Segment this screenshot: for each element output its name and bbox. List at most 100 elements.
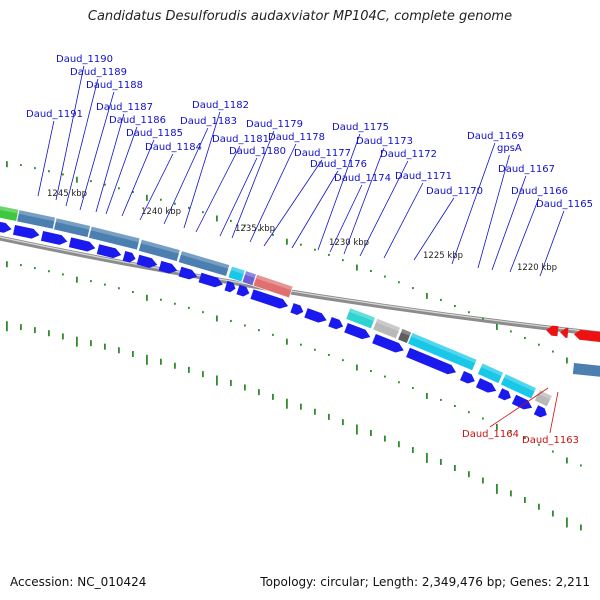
tick-mark bbox=[230, 219, 232, 222]
scale-label: 1235 kbp bbox=[235, 224, 275, 234]
gene-label[interactable]: Daud_1163 bbox=[522, 435, 579, 446]
tick-mark bbox=[580, 464, 582, 467]
tick-mark bbox=[132, 190, 134, 193]
gene-leader-line bbox=[329, 184, 363, 253]
gene-leader-line bbox=[317, 133, 361, 251]
tick-mark bbox=[146, 354, 148, 365]
gene-label[interactable]: Daud_1171 bbox=[395, 171, 452, 182]
tick-mark bbox=[20, 324, 22, 331]
gene-label[interactable]: Daud_1175 bbox=[332, 122, 389, 133]
tick-mark bbox=[258, 389, 260, 396]
genome-summary: Topology: circular; Length: 2,349,476 bp… bbox=[260, 575, 590, 589]
cds-block bbox=[16, 209, 56, 230]
gene-label[interactable]: Daud_1174 bbox=[334, 173, 391, 184]
scale-label-layer: 1245 kbp 1240 kbp 1235 kbp 1230 kbp 1225 kbp… bbox=[47, 189, 557, 273]
gene-leader-line bbox=[183, 111, 221, 229]
gene-arrow bbox=[372, 333, 404, 353]
tick-mark bbox=[6, 161, 8, 168]
tick-mark bbox=[272, 393, 274, 400]
tick-mark bbox=[356, 364, 358, 371]
tick-mark bbox=[202, 311, 204, 314]
gene-leader-line bbox=[343, 147, 385, 255]
reverse-gene-arrow bbox=[574, 329, 600, 343]
tick-mark bbox=[510, 330, 512, 333]
tick-mark bbox=[20, 164, 22, 167]
accession-label: Accession: bbox=[10, 575, 74, 589]
tick-mark bbox=[468, 411, 470, 414]
cds-block bbox=[477, 362, 504, 384]
gene-label[interactable]: Daud_1186 bbox=[109, 115, 166, 126]
tick-mark bbox=[48, 170, 50, 173]
gene-label[interactable]: Daud_1179 bbox=[246, 119, 303, 130]
gene-label[interactable]: Daud_1182 bbox=[192, 100, 249, 111]
gene-leader-line bbox=[413, 197, 455, 261]
gene-label[interactable]: Daud_1187 bbox=[96, 102, 153, 113]
tick-mark bbox=[174, 202, 176, 205]
gene-label[interactable]: Daud_1165 bbox=[536, 199, 593, 210]
genome-backbone-highlight bbox=[0, 236, 600, 334]
tick-mark bbox=[482, 477, 484, 484]
gene-label[interactable]: Daud_1178 bbox=[268, 132, 325, 143]
tick-mark bbox=[496, 323, 498, 330]
tick-mark bbox=[566, 517, 568, 528]
scale-label: 1230 kbp bbox=[329, 238, 369, 248]
gene-leader-line bbox=[291, 170, 339, 249]
reverse-gene-arrow bbox=[546, 325, 559, 337]
gene-label[interactable]: Daud_1189 bbox=[70, 67, 127, 78]
gene-label[interactable]: Daud_1180 bbox=[229, 146, 286, 157]
gene-arrow bbox=[497, 388, 511, 401]
tick-mark bbox=[398, 281, 400, 284]
gene-label[interactable]: Daud_1190 bbox=[56, 54, 113, 65]
gene-label[interactable]: Daud_1170 bbox=[426, 186, 483, 197]
gene-arrow bbox=[40, 230, 68, 245]
gene-leader-line bbox=[95, 113, 125, 213]
tick-mark bbox=[286, 398, 288, 409]
gene-label[interactable]: Daud_1167 bbox=[498, 164, 555, 175]
gene-arrow bbox=[459, 370, 475, 384]
gene-arrow bbox=[344, 323, 371, 340]
gene-arrow bbox=[533, 405, 547, 418]
gene-label[interactable]: Daud_1191 bbox=[26, 109, 83, 120]
gene-label[interactable]: Daud_1173 bbox=[356, 136, 413, 147]
gene-label[interactable]: Daud_1176 bbox=[310, 159, 367, 170]
gene-label[interactable]: Daud_1188 bbox=[86, 80, 143, 91]
gene-label[interactable]: Daud_1184 bbox=[145, 142, 202, 153]
length-label: Length: bbox=[372, 575, 419, 589]
gene-label-layer: Daud_1191 Daud_1190 Daud_1189 Daud_1188 Daud… bbox=[26, 54, 593, 446]
gene-leader-line bbox=[477, 154, 510, 269]
tick-mark bbox=[482, 417, 484, 420]
genes-value: 2,211 bbox=[555, 575, 590, 589]
gene-label[interactable]: Daud_1177 bbox=[294, 148, 351, 159]
tick-mark bbox=[216, 375, 218, 386]
gene-label[interactable]: Daud_1166 bbox=[511, 186, 568, 197]
gene-leader-line bbox=[37, 120, 55, 197]
gene-arrow-track bbox=[0, 220, 600, 418]
tick-mark bbox=[314, 248, 316, 251]
cds-block bbox=[241, 270, 257, 286]
gene-label[interactable]: gpsA bbox=[497, 143, 522, 154]
tick-mark bbox=[48, 330, 50, 337]
gene-label[interactable]: Daud_1164 bbox=[462, 429, 519, 440]
gene-arrow bbox=[250, 289, 289, 309]
tick-mark bbox=[160, 358, 162, 365]
gene-leader-line bbox=[231, 130, 275, 239]
gene-label[interactable]: Daud_1183 bbox=[180, 116, 237, 127]
length-value: 2,349,476 bp; bbox=[421, 575, 507, 589]
tick-mark bbox=[132, 290, 134, 293]
gene-label[interactable]: Daud_1181 bbox=[212, 134, 269, 145]
gene-label[interactable]: Daud_1169 bbox=[467, 131, 524, 142]
tick-mark bbox=[342, 359, 344, 362]
tick-mark bbox=[328, 413, 330, 420]
tick-mark bbox=[62, 273, 64, 276]
tick-mark bbox=[524, 437, 526, 440]
gene-arrow bbox=[236, 284, 250, 297]
gene-leader-line bbox=[195, 145, 241, 233]
tick-mark bbox=[132, 350, 134, 357]
tick-mark bbox=[188, 366, 190, 373]
gene-label[interactable]: Daud_1172 bbox=[380, 149, 437, 160]
tick-mark bbox=[188, 206, 190, 209]
gene-leader-line bbox=[55, 65, 85, 201]
tick-mark bbox=[398, 441, 400, 448]
cds-block bbox=[0, 204, 20, 222]
gene-label[interactable]: Daud_1185 bbox=[126, 128, 183, 139]
